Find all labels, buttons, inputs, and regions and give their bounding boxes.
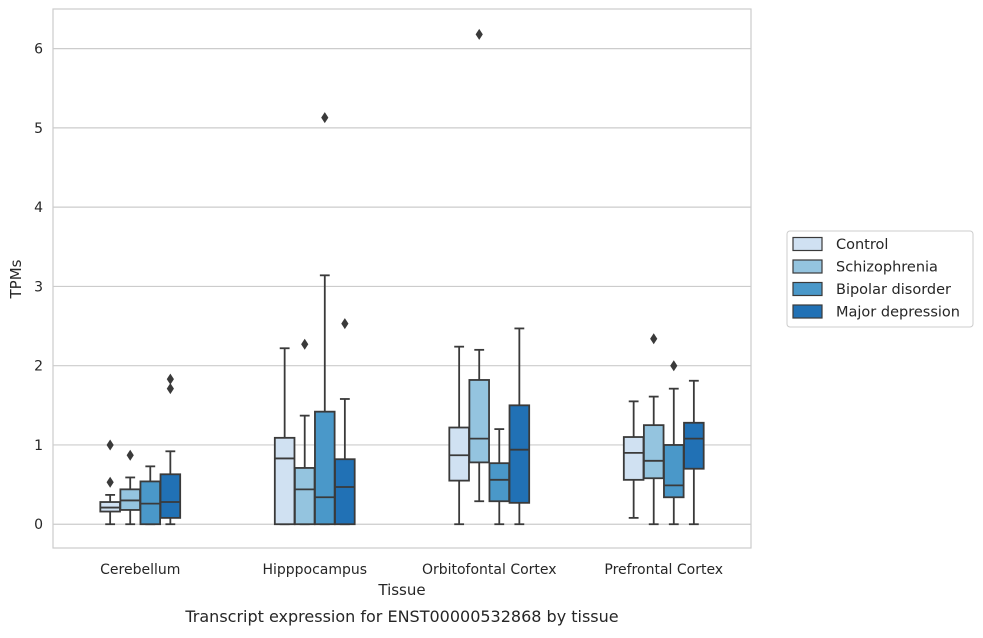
legend-label: Bipolar disorder — [836, 282, 951, 298]
box-iqr — [334, 458, 356, 526]
x-tick-label: Hipppocampus — [262, 562, 367, 578]
outlier-marker — [106, 476, 114, 488]
box-0-1 — [273, 347, 296, 526]
box-0-2 — [448, 345, 470, 526]
outlier-marker — [475, 28, 483, 40]
box-iqr — [314, 410, 336, 526]
outlier-marker — [670, 360, 678, 372]
outlier-marker — [321, 112, 329, 124]
box-1-0 — [119, 449, 141, 526]
legend-label: Schizophrenia — [836, 260, 938, 276]
legend-label: Major depression — [836, 305, 960, 321]
x-tick-label: Cerebellum — [100, 562, 180, 578]
legend-swatch — [792, 236, 823, 252]
box-0-3 — [622, 400, 645, 519]
box-3-0 — [159, 373, 182, 526]
y-tick-label: 0 — [34, 517, 43, 533]
box-iqr — [468, 379, 490, 464]
box-iqr — [642, 424, 665, 480]
box-3-3 — [683, 379, 705, 526]
outlier-marker — [126, 449, 134, 461]
chart-caption: Transcript expression for ENST0000053286… — [184, 607, 618, 626]
y-tick-label: 5 — [34, 121, 43, 137]
y-tick-label: 3 — [34, 279, 43, 295]
outlier-marker — [166, 383, 174, 395]
box-iqr — [159, 473, 182, 519]
box-iqr — [622, 436, 645, 481]
y-tick-label: 2 — [34, 359, 43, 375]
plot-area — [99, 28, 705, 526]
box-1-3 — [642, 333, 665, 526]
box-iqr — [508, 404, 531, 504]
outlier-marker — [166, 373, 174, 385]
outlier-marker — [650, 333, 658, 345]
box-2-0 — [139, 465, 162, 526]
box-3-2 — [508, 327, 531, 526]
outlier-marker — [106, 439, 114, 451]
legend-frame — [786, 230, 974, 328]
outlier-marker — [301, 338, 309, 350]
box-1-1 — [293, 338, 316, 526]
y-tick-label: 1 — [34, 438, 43, 454]
y-axis-label: TPMs — [7, 259, 25, 299]
box-iqr — [293, 467, 316, 526]
y-tick-label: 4 — [34, 200, 43, 216]
x-tick-label: Orbitofontal Cortex — [422, 562, 557, 578]
legend-label: Control — [836, 237, 888, 253]
legend: Control Schizophrenia Bipolar disorder Majo… — [786, 230, 974, 328]
plot-frame — [52, 8, 752, 549]
x-tick-label: Prefrontal Cortex — [604, 562, 723, 578]
box-2-2 — [488, 428, 511, 526]
box-iqr — [663, 444, 685, 499]
legend-swatch — [792, 259, 823, 274]
y-tick-label: 6 — [34, 42, 43, 58]
box-2-3 — [663, 360, 685, 526]
y-axis-ticks: 0 1 2 3 4 5 6 — [34, 42, 43, 534]
box-3-1 — [334, 318, 356, 526]
box-2-1 — [314, 112, 336, 526]
outlier-marker — [341, 318, 349, 330]
x-axis-label: Tissue — [377, 581, 425, 599]
box-0-0 — [99, 439, 121, 526]
box-iqr — [273, 436, 296, 526]
legend-swatch — [792, 304, 823, 319]
x-axis-ticks: Cerebellum Hipppocampus Orbitofontal Corte… — [100, 562, 723, 578]
grid-lines — [53, 48, 751, 525]
box-1-2 — [468, 28, 490, 503]
box-iqr — [488, 462, 511, 503]
box-iqr — [448, 426, 470, 482]
legend-swatch — [792, 281, 823, 297]
box-iqr — [683, 421, 705, 470]
